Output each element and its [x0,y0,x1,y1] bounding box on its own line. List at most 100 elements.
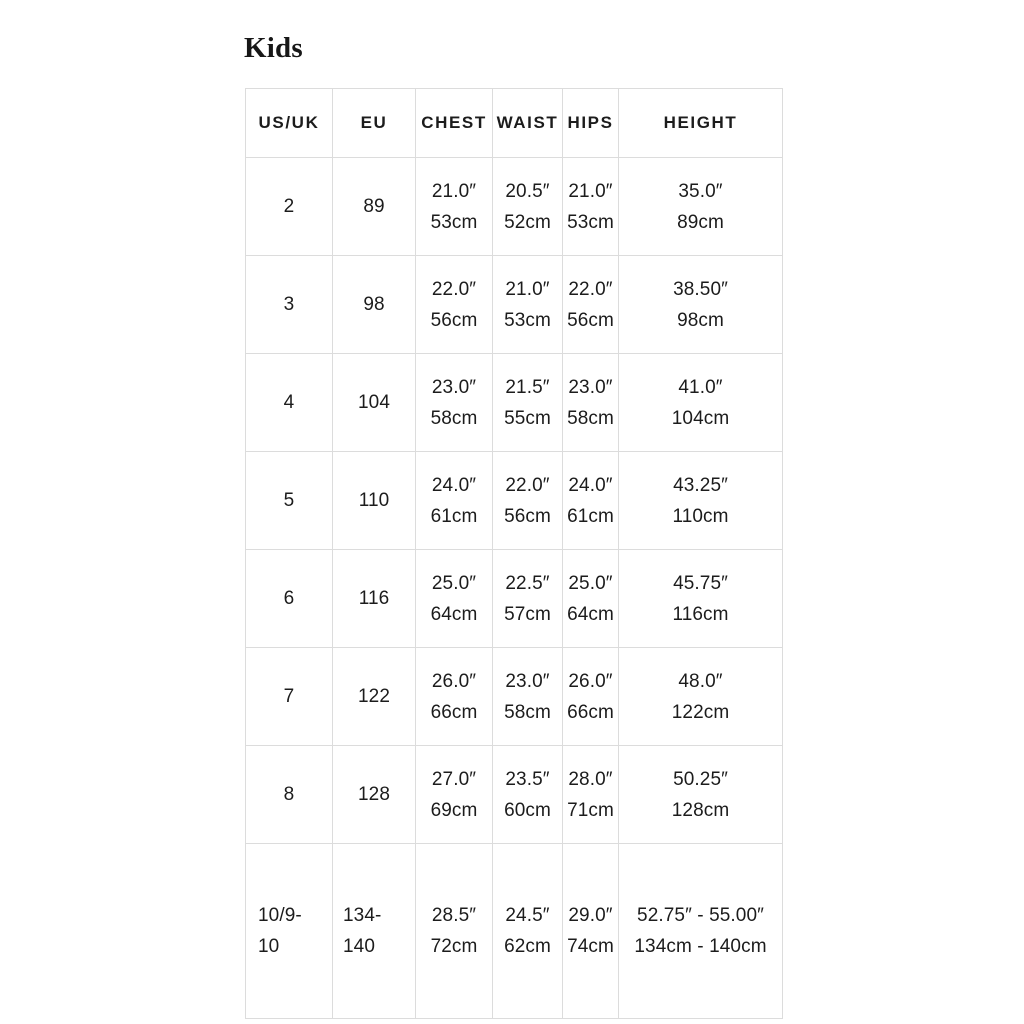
cell-hips-content: 23.0″ 58cm [563,372,618,434]
value-waist-cm: 56cm [504,505,551,527]
value-height-cm: 122cm [671,701,730,723]
cell-eu-content: 89 [333,191,415,222]
cell-eu-content: 98 [333,289,415,320]
cell-waist-content: 23.5″ 60cm [493,764,562,826]
value-hips-cm: 56cm [567,309,614,331]
value-hips-cm: 53cm [567,211,614,233]
value-usuk: 5 [283,490,295,511]
cell-hips-content: 24.0″ 61cm [563,470,618,532]
column-header-height-label: HEIGHT [663,113,738,132]
cell-chest-content: 22.0″ 56cm [416,274,492,336]
cell-eu: 128 [332,745,416,844]
value-hips-cm: 71cm [567,799,614,821]
size-chart-table: US/UK EU CHEST WAIST HIPS HEIG [245,88,783,1019]
cell-waist: 24.5″ 62cm [492,843,563,1019]
value-height-inches: 35.0″ [678,180,723,202]
cell-chest: 23.0″ 58cm [415,353,493,452]
cell-waist: 21.5″ 55cm [492,353,563,452]
cell-chest: 25.0″ 64cm [415,549,493,648]
column-header-hips: HIPS [562,88,619,158]
cell-eu-content: 104 [333,387,415,418]
value-height-cm: 98cm [677,309,724,331]
table-row: 10/9-10 134-140 28.5″ 72cm 24.5″ 62cm 29.0″ 74c… [245,843,783,1019]
cell-eu: 110 [332,451,416,550]
cell-usuk-content: 4 [246,387,332,418]
cell-waist: 20.5″ 52cm [492,157,563,256]
cell-chest: 22.0″ 56cm [415,255,493,354]
value-hips-inches: 28.0″ [568,768,613,790]
value-waist-inches: 23.0″ [505,670,550,692]
value-usuk: 4 [283,392,295,413]
cell-hips-content: 22.0″ 56cm [563,274,618,336]
value-chest-inches: 23.0″ [431,376,477,398]
cell-usuk: 5 [245,451,333,550]
cell-waist-content: 24.5″ 62cm [493,900,562,962]
table-body: 2 89 21.0″ 53cm 20.5″ 52cm 21.0″ 53cm 35.0″ 89cm 3… [245,157,783,1019]
cell-chest: 27.0″ 69cm [415,745,493,844]
value-hips-inches: 21.0″ [568,180,613,202]
value-eu: 128 [357,784,390,805]
cell-usuk: 10/9-10 [245,843,333,1019]
size-table-container: US/UK EU CHEST WAIST HIPS HEIG [245,88,783,1019]
cell-height: 43.25″ 110cm [618,451,783,550]
cell-waist-content: 22.0″ 56cm [493,470,562,532]
cell-height: 50.25″ 128cm [618,745,783,844]
table-row: 4 104 23.0″ 58cm 21.5″ 55cm 23.0″ 58cm 41.0″ 104c… [245,353,783,452]
cell-waist: 21.0″ 53cm [492,255,563,354]
cell-eu: 89 [332,157,416,256]
cell-chest: 21.0″ 53cm [415,157,493,256]
value-height-cm: 89cm [677,211,724,233]
value-eu: 110 [358,490,390,511]
cell-waist: 23.5″ 60cm [492,745,563,844]
value-eu: 89 [363,196,385,217]
value-height-cm: 128cm [671,799,730,821]
value-eu: 98 [363,294,385,315]
value-usuk: 3 [283,294,295,315]
cell-chest: 28.5″ 72cm [415,843,493,1019]
value-hips-inches: 29.0″ [568,905,613,926]
value-height-inches: 38.50″ [673,278,728,300]
table-row: 5 110 24.0″ 61cm 22.0″ 56cm 24.0″ 61cm 43.25″ 110… [245,451,783,550]
table-row: 8 128 27.0″ 69cm 23.5″ 60cm 28.0″ 71cm 50.25″ 128… [245,745,783,844]
value-eu: 104 [357,392,390,413]
cell-usuk-content: 8 [246,779,332,810]
cell-waist: 23.0″ 58cm [492,647,563,746]
cell-usuk-content: 3 [246,289,332,320]
cell-eu: 122 [332,647,416,746]
cell-height: 48.0″ 122cm [618,647,783,746]
cell-hips-content: 25.0″ 64cm [563,568,618,630]
value-usuk: 8 [283,784,295,805]
cell-height: 41.0″ 104cm [618,353,783,452]
cell-height: 52.75″ - 55.00″ 134cm - 140cm [619,844,783,1019]
cell-usuk-content: 6 [246,583,332,614]
value-hips-inches: 24.0″ [568,474,613,496]
table-row: 3 98 22.0″ 56cm 21.0″ 53cm 22.0″ 56cm 38.50″ 98cm [245,255,783,354]
cell-chest-content: 28.5″ 72cm [416,900,492,962]
value-waist-cm: 55cm [504,407,551,429]
cell-chest: 24.0″ 61cm [415,451,493,550]
cell-hips-content: 26.0″ 66cm [563,666,618,728]
value-height-cm: 110cm [672,505,729,527]
cell-height-content: 38.50″ 98cm [619,274,782,336]
cell-waist-content: 22.5″ 57cm [493,568,562,630]
cell-eu-content: 116 [333,583,415,614]
value-height-inches: 43.25″ [673,474,728,496]
cell-hips: 21.0″ 53cm [562,157,619,256]
cell-eu: 134-140 [332,843,416,1019]
cell-waist: 22.0″ 56cm [492,451,563,550]
cell-usuk: 7 [245,647,333,746]
value-hips-cm: 58cm [567,407,614,429]
value-height-inches: 52.75″ - 55.00″ [637,905,764,926]
value-chest-cm: 56cm [430,309,478,331]
value-waist-cm: 62cm [504,936,551,957]
cell-waist-content: 23.0″ 58cm [493,666,562,728]
value-usuk: 2 [283,196,295,217]
value-hips-inches: 25.0″ [568,572,613,594]
table-header-row: US/UK EU CHEST WAIST HIPS HEIG [245,88,783,158]
value-chest-cm: 58cm [430,407,478,429]
value-height-inches: 41.0″ [678,376,723,398]
value-usuk: 6 [283,588,295,609]
value-chest-cm: 64cm [430,603,478,625]
cell-height: 38.50″ 98cm [618,255,783,354]
